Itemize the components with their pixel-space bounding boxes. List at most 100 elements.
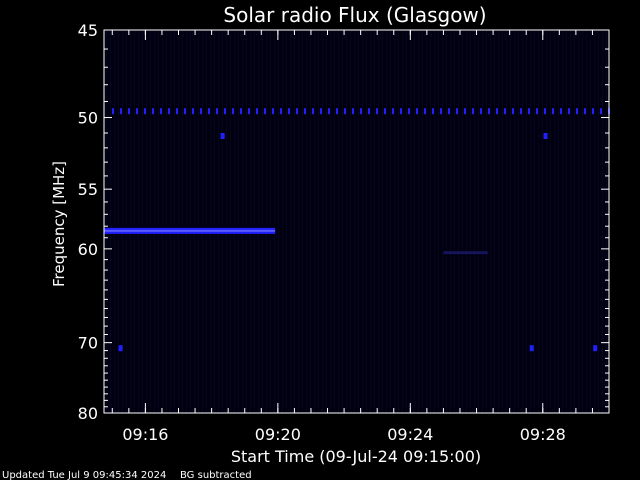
band-dot (152, 108, 154, 115)
chart-title: Solar radio Flux (Glasgow) (223, 3, 486, 27)
band-dot (376, 108, 378, 115)
background-stripe (442, 30, 443, 413)
band-dot (312, 108, 314, 115)
background-stripe (538, 30, 539, 413)
background-stripe (338, 30, 339, 413)
band-dot (288, 108, 290, 115)
band-dot (208, 108, 210, 115)
background-stripe (450, 30, 451, 413)
band-dot (304, 108, 306, 115)
background-stripe (170, 30, 171, 413)
background-stripe (262, 30, 263, 413)
band-dot (488, 108, 490, 115)
band-dot (504, 108, 506, 115)
y-tick-60: 60 (78, 240, 98, 259)
background-stripe (534, 30, 535, 413)
background-stripe (530, 30, 531, 413)
background-stripe (182, 30, 183, 413)
background-stripe (150, 30, 151, 413)
background-stripe (322, 30, 323, 413)
x-tick-label-2: 09:24 (387, 425, 433, 444)
background-stripe (114, 30, 115, 413)
band-dot (520, 108, 522, 115)
y-tick-45: 45 (78, 21, 98, 40)
y-axis-label: Frequency [MHz] (50, 161, 68, 287)
band-dot (160, 108, 162, 115)
background-stripe (274, 30, 275, 413)
y-tick-70: 70 (78, 334, 98, 353)
band-dot (200, 108, 202, 115)
background-stripe (238, 30, 239, 413)
x-tick-label-3: 09:28 (520, 425, 566, 444)
background-stripe (414, 30, 415, 413)
background-stripe (386, 30, 387, 413)
y-tick-50: 50 (78, 109, 98, 128)
background-stripe (358, 30, 359, 413)
background-stripe (394, 30, 395, 413)
background-stripe (190, 30, 191, 413)
band-dot (224, 108, 226, 115)
band-dot (456, 108, 458, 115)
plot-background (104, 30, 609, 413)
background-stripe (562, 30, 563, 413)
background-stripe (354, 30, 355, 413)
signal-band-core (104, 229, 276, 232)
band-dot (120, 108, 122, 115)
background-stripe (254, 30, 255, 413)
background-stripe (558, 30, 559, 413)
background-stripe (290, 30, 291, 413)
band-dot (264, 108, 266, 115)
plot-area (104, 30, 609, 413)
background-stripe (258, 30, 259, 413)
background-stripe (494, 30, 495, 413)
background-stripe (318, 30, 319, 413)
background-stripe (206, 30, 207, 413)
background-stripe (474, 30, 475, 413)
background-stripe (234, 30, 235, 413)
band-dot (272, 108, 274, 115)
background-stripe (366, 30, 367, 413)
background-stripe (566, 30, 567, 413)
background-stripe (166, 30, 167, 413)
background-stripe (518, 30, 519, 413)
background-stripe (578, 30, 579, 413)
band-dot (568, 108, 570, 115)
band-dot (448, 108, 450, 115)
background-stripe (470, 30, 471, 413)
band-dot (128, 108, 130, 115)
background-stripe (302, 30, 303, 413)
band-dot (392, 108, 394, 115)
background-stripe (514, 30, 515, 413)
background-stripe (154, 30, 155, 413)
band-dot (344, 108, 346, 115)
background-stripe (118, 30, 119, 413)
background-stripe (382, 30, 383, 413)
background-stripe (162, 30, 163, 413)
background-stripe (330, 30, 331, 413)
band-dot (496, 108, 498, 115)
background-stripe (498, 30, 499, 413)
band-dot (464, 108, 466, 115)
background-stripe (250, 30, 251, 413)
background-stripe (146, 30, 147, 413)
band-dot (512, 108, 514, 115)
plot-frame (103, 29, 610, 414)
band-dot (240, 108, 242, 115)
band-dot (536, 108, 538, 115)
background-stripe (526, 30, 527, 413)
band-dot (576, 108, 578, 115)
background-stripe (346, 30, 347, 413)
background-stripe (374, 30, 375, 413)
footer-note: BG subtracted (180, 470, 252, 480)
band-dot (248, 108, 250, 115)
background-stripe (586, 30, 587, 413)
band-dot (176, 108, 178, 115)
band-dot (336, 108, 338, 115)
background-stripe (454, 30, 455, 413)
background-stripe (198, 30, 199, 413)
background-stripe (246, 30, 247, 413)
background-stripe (194, 30, 195, 413)
background-stripe (202, 30, 203, 413)
band-dot (584, 108, 586, 115)
background-stripe (294, 30, 295, 413)
